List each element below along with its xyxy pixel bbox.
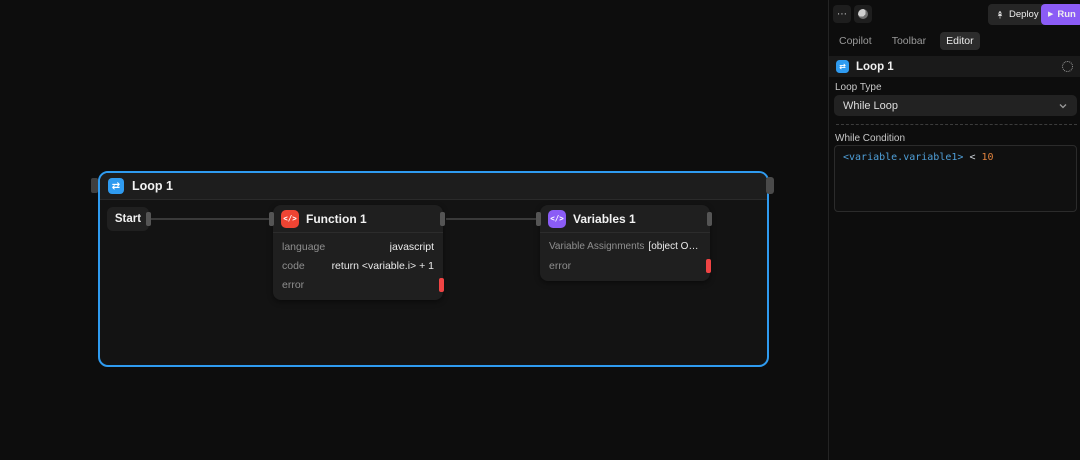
loop-output-handle[interactable] xyxy=(766,177,774,194)
variables-output-handle[interactable] xyxy=(707,212,712,226)
node-row-code: code return <variable.i> + 1 xyxy=(273,256,443,275)
function-node[interactable]: </> Function 1 language javascript code … xyxy=(273,205,443,300)
while-condition-editor[interactable]: <variable.variable1> < 10 xyxy=(834,145,1077,212)
function-node-header[interactable]: </> Function 1 xyxy=(273,205,443,233)
function-node-title: Function 1 xyxy=(306,211,367,226)
tab-editor[interactable]: Editor xyxy=(940,32,980,50)
function-error-handle[interactable] xyxy=(439,278,444,292)
variables-node-header[interactable]: </> Variables 1 xyxy=(540,205,710,233)
deploy-button-label: Deploy xyxy=(1009,9,1039,20)
panel-node-title: Loop 1 xyxy=(856,60,894,73)
tab-toolbar[interactable]: Toolbar xyxy=(891,35,927,47)
variables-input-handle[interactable] xyxy=(536,212,541,226)
loop-group-title: Loop 1 xyxy=(132,179,173,193)
node-row-error: error xyxy=(273,275,443,294)
flow-canvas[interactable]: ⇄ Loop 1 Start </> Function 1 language j… xyxy=(0,0,828,460)
node-row-variable-assignments: Variable Assignments [object Obje… xyxy=(540,237,710,256)
loop-icon: ⇄ xyxy=(836,60,849,73)
function-input-handle[interactable] xyxy=(269,212,274,226)
variables-node-title: Variables 1 xyxy=(573,211,636,226)
deploy-button[interactable]: Deploy xyxy=(988,4,1046,25)
dotted-circle-icon[interactable] xyxy=(1062,61,1073,72)
panel-node-header[interactable]: ⇄ Loop 1 xyxy=(829,56,1080,77)
run-button-label: Run xyxy=(1057,9,1076,20)
panel-tabs: Copilot Toolbar Editor xyxy=(833,32,980,50)
code-token-number: 10 xyxy=(981,152,994,163)
code-icon: </> xyxy=(548,209,566,228)
row-key: error xyxy=(549,259,572,272)
rocket-icon xyxy=(997,10,1003,19)
run-button[interactable]: ▶ Run xyxy=(1041,4,1080,25)
more-options-button[interactable]: ⋯ xyxy=(833,5,851,23)
dashed-separator xyxy=(836,124,1077,125)
chevron-down-icon xyxy=(1059,103,1067,108)
loop-type-select[interactable]: While Loop xyxy=(834,95,1077,116)
node-row-error: error xyxy=(540,256,710,275)
while-condition-label: While Condition xyxy=(835,133,906,144)
loop-icon: ⇄ xyxy=(108,178,124,194)
loop-type-label: Loop Type xyxy=(835,82,882,93)
loop-type-value: While Loop xyxy=(843,99,899,112)
loop-input-handle[interactable] xyxy=(91,178,98,193)
ellipsis-icon: ⋯ xyxy=(837,8,847,20)
play-icon: ▶ xyxy=(1048,11,1054,18)
loop-group-header[interactable]: ⇄ Loop 1 xyxy=(100,173,767,200)
row-key: language xyxy=(282,240,326,253)
start-node[interactable]: Start xyxy=(107,207,149,231)
row-value: return <variable.i> + 1 xyxy=(331,259,434,272)
edge-start-to-function xyxy=(151,218,272,220)
start-node-label: Start xyxy=(114,213,142,225)
edge-function-to-variables xyxy=(446,218,539,220)
globe-button[interactable] xyxy=(854,5,872,23)
row-key: Variable Assignments xyxy=(549,241,645,252)
variables-error-handle[interactable] xyxy=(706,259,711,273)
node-row-language: language javascript xyxy=(273,237,443,256)
code-token-variable: <variable.variable1> xyxy=(843,152,964,163)
row-key: error xyxy=(282,278,305,291)
variables-node[interactable]: </> Variables 1 Variable Assignments [ob… xyxy=(540,205,710,281)
globe-icon xyxy=(858,9,868,19)
panel-divider xyxy=(828,0,829,460)
tab-copilot[interactable]: Copilot xyxy=(839,35,872,47)
row-key: code xyxy=(282,259,305,272)
code-icon: </> xyxy=(281,209,299,228)
row-value: javascript xyxy=(389,240,434,253)
function-output-handle[interactable] xyxy=(440,212,445,226)
code-token-operator: < xyxy=(963,152,982,163)
start-output-handle[interactable] xyxy=(146,212,151,226)
row-value: [object Obje… xyxy=(648,241,701,252)
